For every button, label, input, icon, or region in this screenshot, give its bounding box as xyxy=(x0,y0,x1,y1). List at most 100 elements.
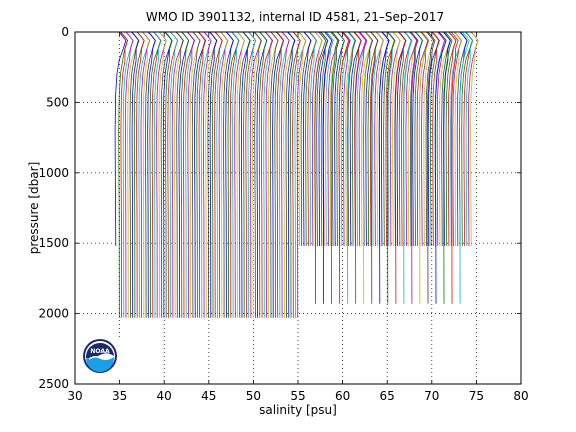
y-tick-label: 500 xyxy=(46,95,69,109)
profile-line xyxy=(180,31,190,318)
profile-line xyxy=(376,31,385,247)
profile-line xyxy=(136,31,145,318)
x-tick-label: 55 xyxy=(290,389,305,403)
profile-line xyxy=(336,31,345,247)
profile-line xyxy=(431,31,440,247)
profile-line xyxy=(220,31,229,318)
profile-line xyxy=(175,31,184,318)
profile-line xyxy=(209,31,218,318)
profile-line xyxy=(187,31,195,318)
profile-line xyxy=(292,31,301,318)
x-tick-label: 35 xyxy=(112,389,127,403)
profile-line xyxy=(114,31,127,247)
profile-line xyxy=(320,31,329,247)
x-tick-label: 30 xyxy=(67,389,82,403)
y-tick-label: 2500 xyxy=(38,377,69,391)
profile-line xyxy=(124,31,134,318)
profile-line xyxy=(191,31,201,318)
profile-line xyxy=(470,31,479,247)
x-axis-label: salinity [psu] xyxy=(259,403,337,417)
profile-line xyxy=(426,31,436,304)
profile-line xyxy=(236,31,246,318)
x-tick-label: 60 xyxy=(335,389,350,403)
profile-line xyxy=(322,31,333,304)
profile-line xyxy=(330,31,339,304)
profile-line xyxy=(198,31,207,318)
profile-line xyxy=(386,31,396,304)
profile-line xyxy=(425,31,435,247)
profile-line xyxy=(269,31,279,318)
chart-title: WMO ID 3901132, internal ID 4581, 21–Sep… xyxy=(146,10,444,24)
profile-line xyxy=(338,31,350,304)
profile-line xyxy=(281,31,290,318)
profile-line xyxy=(403,31,412,247)
profile-line xyxy=(202,31,212,318)
y-tick-label: 0 xyxy=(61,25,69,39)
profile-line xyxy=(442,31,453,304)
profile-line xyxy=(276,31,285,318)
x-tick-label: 65 xyxy=(380,389,395,403)
profile-line xyxy=(298,31,307,247)
logo-wave xyxy=(86,356,115,373)
profile-line xyxy=(247,31,257,318)
profile-line xyxy=(242,31,251,318)
profile-line xyxy=(409,31,418,247)
profile-line xyxy=(131,31,140,318)
profile-line xyxy=(147,31,156,318)
profile-line xyxy=(353,31,362,247)
profile-line xyxy=(214,31,223,318)
profile-line xyxy=(414,31,423,247)
profile-line xyxy=(370,31,379,304)
profile-line xyxy=(294,31,307,318)
profile-line xyxy=(314,31,327,304)
profile-line xyxy=(450,31,459,304)
profile-line xyxy=(358,31,368,247)
x-tick-label: 75 xyxy=(469,389,484,403)
profile-line xyxy=(302,31,312,247)
profile-line xyxy=(158,31,167,318)
profile-line xyxy=(331,31,340,247)
y-axis: 0 500 1000 1500 2000 2500 xyxy=(38,25,521,391)
profile-lines xyxy=(114,31,479,318)
profile-line xyxy=(265,31,274,318)
profile-line xyxy=(454,31,463,247)
profile-line xyxy=(418,31,430,304)
profile-line xyxy=(309,31,318,247)
x-tick-label: 70 xyxy=(424,389,439,403)
x-tick-label: 80 xyxy=(513,389,528,403)
profile-line xyxy=(342,31,351,247)
profile-line xyxy=(347,31,357,247)
noaa-logo: NOAA xyxy=(80,337,120,377)
profile-line xyxy=(394,31,407,304)
profile-line xyxy=(354,31,367,304)
profile-line xyxy=(346,31,356,304)
profile-line xyxy=(436,31,446,247)
y-tick-label: 1500 xyxy=(38,236,69,250)
profile-line xyxy=(378,31,390,304)
profile-line xyxy=(231,31,240,318)
y-axis-label: pressure [dbar] xyxy=(27,162,41,255)
profile-line xyxy=(362,31,373,304)
profile-line xyxy=(410,31,419,304)
profile-line xyxy=(434,31,447,304)
profile-line xyxy=(325,31,334,247)
x-tick-label: 40 xyxy=(157,389,172,403)
profile-line xyxy=(142,31,151,318)
profile-line xyxy=(120,31,129,318)
profile-line xyxy=(465,31,474,247)
profile-line xyxy=(225,31,234,318)
x-axis: 30 35 40 45 50 55 60 65 70 75 80 xyxy=(67,32,529,403)
logo-text: NOAA xyxy=(90,348,110,355)
profile-line xyxy=(258,31,268,318)
profile-line xyxy=(169,31,179,318)
profile-line xyxy=(287,31,296,318)
profile-line xyxy=(365,31,373,247)
profile-line xyxy=(447,31,457,247)
profile-line xyxy=(459,31,470,304)
profile-line xyxy=(402,31,413,304)
profile-line xyxy=(254,31,262,318)
y-tick-label: 2000 xyxy=(38,307,69,321)
x-tick-label: 50 xyxy=(246,389,261,403)
profile-line xyxy=(420,31,429,247)
